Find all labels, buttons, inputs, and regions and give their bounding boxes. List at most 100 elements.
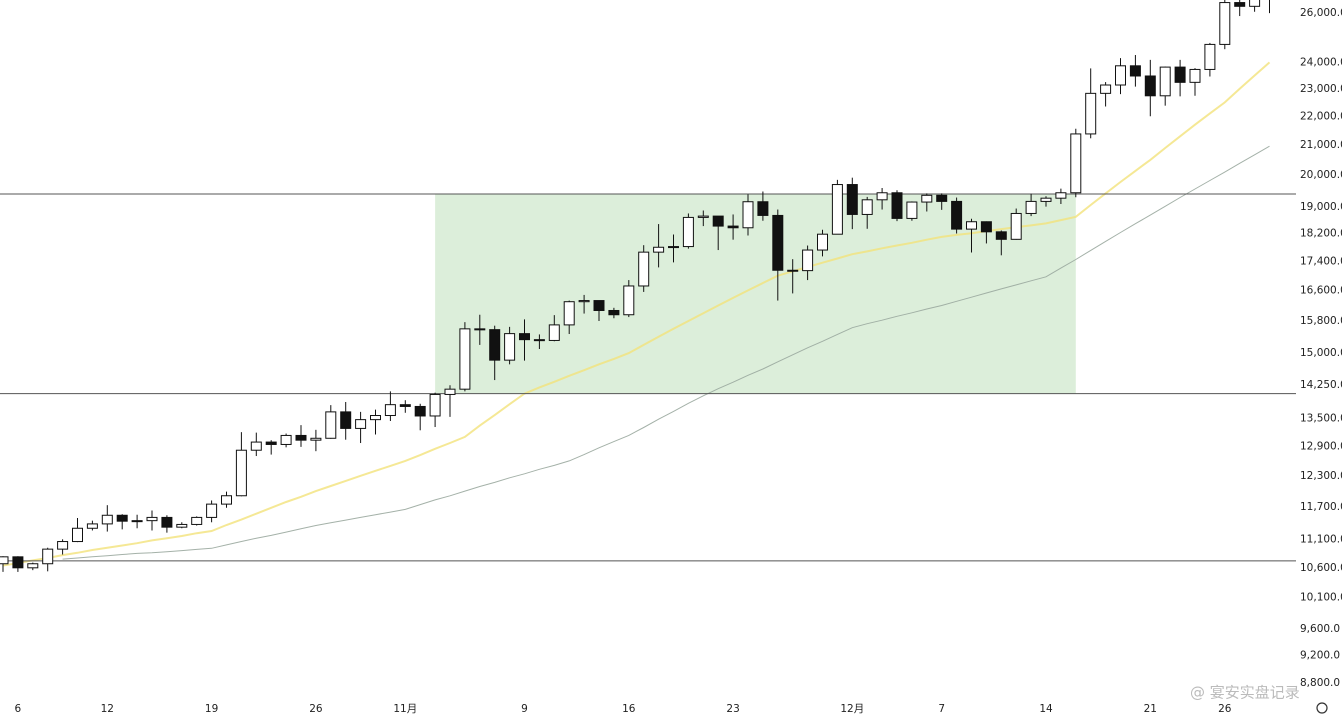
candle-body — [951, 200, 963, 230]
candle-body — [1055, 192, 1067, 199]
candle — [921, 193, 933, 212]
candle — [176, 522, 188, 529]
y-tick-label: 9,600.0 — [1300, 623, 1340, 635]
candle — [772, 209, 784, 301]
candle-body — [444, 388, 456, 395]
candle-body — [206, 503, 218, 518]
candle-body — [86, 523, 98, 529]
x-tick-label: 26 — [309, 703, 323, 715]
candle — [846, 177, 858, 230]
candle-body — [742, 201, 754, 229]
settings-icon[interactable] — [1316, 702, 1328, 714]
y-tick-label: 15,800.0 — [1300, 315, 1342, 327]
candle-body — [399, 404, 411, 407]
candle — [370, 409, 381, 435]
candle — [161, 515, 173, 533]
candle — [1189, 68, 1201, 96]
candle — [533, 334, 545, 349]
candle-body — [384, 404, 396, 417]
candle — [638, 245, 650, 292]
candle — [325, 405, 337, 439]
candle-body — [578, 300, 590, 303]
candle-body — [27, 563, 39, 569]
candle — [1025, 193, 1037, 217]
y-tick-label: 19,000.0 — [1300, 201, 1342, 213]
candle-body — [1174, 66, 1186, 83]
candle — [12, 556, 24, 572]
x-tick-label: 12 — [101, 703, 114, 715]
candle — [146, 510, 158, 531]
candle-body — [1249, 0, 1261, 7]
x-tick-label: 7 — [938, 703, 945, 715]
candle — [384, 391, 396, 422]
candle — [787, 259, 799, 294]
x-tick-label: 14 — [1039, 703, 1053, 715]
candle — [459, 322, 471, 392]
candle — [995, 230, 1007, 256]
candle-body — [1070, 133, 1082, 194]
y-tick-label: 9,200.0 — [1300, 649, 1340, 661]
candle-body — [504, 333, 516, 361]
candle-body — [325, 411, 337, 439]
candle-body — [921, 194, 933, 203]
candle — [727, 214, 739, 240]
candle-body — [161, 516, 173, 528]
x-tick-label: 26 — [1218, 703, 1232, 715]
candle — [101, 505, 113, 532]
candle-body — [340, 411, 352, 429]
candle — [578, 294, 590, 314]
candle-body — [489, 329, 501, 361]
candle — [697, 210, 709, 227]
candle — [1159, 66, 1171, 106]
candle — [444, 385, 456, 417]
candle — [966, 218, 977, 253]
candle-body — [355, 419, 367, 429]
candle-body — [563, 301, 575, 326]
candle-body — [1129, 65, 1141, 77]
candle — [221, 491, 232, 508]
candle — [876, 188, 888, 210]
candle-body — [474, 328, 486, 331]
x-tick-label: 19 — [205, 703, 218, 715]
candle-body — [116, 514, 128, 522]
candle — [1115, 58, 1126, 95]
candle-body — [638, 251, 650, 287]
candle — [1100, 82, 1112, 107]
y-tick-label: 20,000.0 — [1300, 169, 1342, 181]
candle — [563, 300, 575, 335]
candle-body — [146, 516, 158, 522]
y-tick-label: 14,250.0 — [1300, 379, 1342, 391]
candle-body — [1204, 43, 1216, 70]
candle-body — [370, 415, 381, 421]
range-zone — [435, 194, 1076, 394]
candle — [191, 516, 203, 526]
candle-body — [787, 269, 799, 272]
candle — [57, 539, 69, 555]
y-tick-label: 12,300.0 — [1300, 470, 1342, 482]
x-tick-label: 21 — [1144, 703, 1157, 715]
candle-body — [653, 246, 665, 253]
y-tick-label: 13,500.0 — [1300, 412, 1342, 424]
x-tick-label: 11月 — [393, 703, 417, 715]
candle-body — [1025, 200, 1037, 214]
candle-body — [42, 548, 54, 565]
candle — [593, 300, 605, 321]
candle — [682, 213, 694, 249]
x-tick-label: 16 — [622, 703, 636, 715]
candle — [668, 234, 679, 263]
candle-body — [176, 523, 188, 528]
candle-body — [57, 541, 69, 550]
candle — [474, 314, 486, 345]
candle — [1070, 128, 1082, 198]
y-tick-label: 21,000.0 — [1300, 139, 1342, 151]
candle-body — [1189, 68, 1201, 83]
candle — [1249, 0, 1261, 12]
candle-body — [1100, 84, 1112, 94]
x-tick-label: 6 — [15, 703, 22, 715]
candle — [906, 201, 918, 221]
x-tick-label: 12月 — [840, 703, 864, 715]
candle-body — [757, 201, 769, 216]
candle — [951, 197, 963, 234]
candle-body — [697, 215, 709, 218]
